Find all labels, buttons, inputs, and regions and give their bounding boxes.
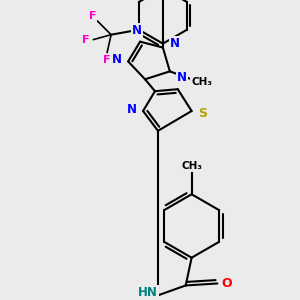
Text: F: F: [88, 11, 96, 21]
Text: HN: HN: [138, 286, 158, 299]
Text: CH₃: CH₃: [191, 77, 212, 87]
Text: O: O: [221, 277, 232, 290]
Text: N: N: [132, 24, 142, 37]
Text: F: F: [82, 34, 89, 45]
Text: N: N: [170, 37, 180, 50]
Text: N: N: [112, 53, 122, 66]
Text: F: F: [103, 56, 111, 65]
Text: N: N: [127, 103, 137, 116]
Text: N: N: [177, 71, 187, 84]
Text: CH₃: CH₃: [181, 160, 202, 170]
Text: S: S: [198, 107, 207, 121]
